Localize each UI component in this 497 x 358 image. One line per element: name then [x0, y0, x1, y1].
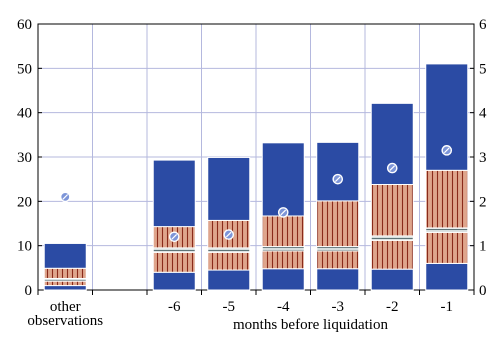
marker-point: [168, 231, 180, 243]
bar-segment-3: [425, 227, 469, 233]
right-tick-label: 2: [479, 194, 487, 210]
x-axis-title: months before liquidation: [233, 317, 388, 333]
bar-segment-1: [370, 268, 414, 291]
bar-segment-5: [43, 242, 87, 269]
bar-segment-5: [152, 159, 196, 228]
x-tick-label: observations: [27, 313, 103, 329]
left-tick-label: 20: [17, 194, 32, 210]
bar-segment-2: [152, 251, 196, 273]
bar-segment-1: [261, 268, 305, 291]
bar-segment-3: [152, 247, 196, 253]
x-tick-label: -4: [277, 299, 290, 315]
bar-segment-4: [43, 267, 87, 279]
bar-segment-4: [261, 215, 305, 248]
marker-point: [332, 173, 344, 185]
x-tick-label: other: [50, 299, 81, 315]
bar-segment-3: [316, 246, 360, 252]
right-tick-label: 3: [479, 150, 487, 166]
x-tick-label: -2: [386, 299, 399, 315]
bar-segment-2: [207, 251, 251, 271]
left-y-axis-ticks: 0 10 20 30 40 50 60: [17, 17, 42, 299]
left-tick-label: 60: [17, 17, 32, 33]
bar-segment-4: [425, 169, 469, 229]
bar-segment-5: [261, 142, 305, 217]
right-y-axis-ticks: 0 1 2 3 4 5 6: [470, 17, 487, 299]
right-tick-label: 6: [479, 17, 487, 33]
bar-segment-3: [207, 247, 251, 253]
marker-point: [386, 162, 398, 174]
gridlines: [38, 24, 474, 290]
left-tick-label: 10: [17, 239, 32, 255]
bar-segment-1: [152, 271, 196, 291]
markers: [59, 145, 453, 243]
x-tick-label: -3: [332, 299, 345, 315]
bar-segment-1: [425, 262, 469, 291]
left-tick-label: 30: [17, 150, 32, 166]
x-tick-label: -5: [223, 299, 236, 315]
marker-point: [277, 207, 289, 218]
marker-point: [59, 191, 71, 203]
bar-segment-5: [207, 156, 251, 221]
bar-segment-1: [207, 269, 251, 291]
bar-segment-3: [261, 246, 305, 252]
bar-segment-2: [425, 231, 469, 264]
bar-segment-2: [370, 239, 414, 270]
x-tick-label: -1: [441, 299, 454, 315]
left-tick-label: 40: [17, 106, 32, 122]
bar-segment-5: [316, 141, 360, 202]
bar-segment-1: [43, 285, 87, 291]
marker-point: [223, 229, 235, 240]
bar-segment-4: [316, 200, 360, 248]
right-tick-label: 5: [479, 61, 487, 77]
left-tick-label: 0: [25, 283, 33, 299]
x-tick-label: -6: [168, 299, 181, 315]
bar-segment-4: [370, 183, 414, 237]
left-tick-label: 50: [17, 61, 32, 77]
bar-segment-2: [316, 250, 360, 270]
bar-segment-1: [316, 268, 360, 291]
bar-segment-2: [43, 280, 87, 287]
bar-segment-3: [370, 235, 414, 241]
right-tick-label: 4: [479, 106, 487, 122]
bar-segment-2: [261, 250, 305, 270]
marker-point: [441, 145, 453, 156]
right-tick-label: 1: [479, 239, 487, 255]
right-tick-label: 0: [479, 283, 487, 299]
